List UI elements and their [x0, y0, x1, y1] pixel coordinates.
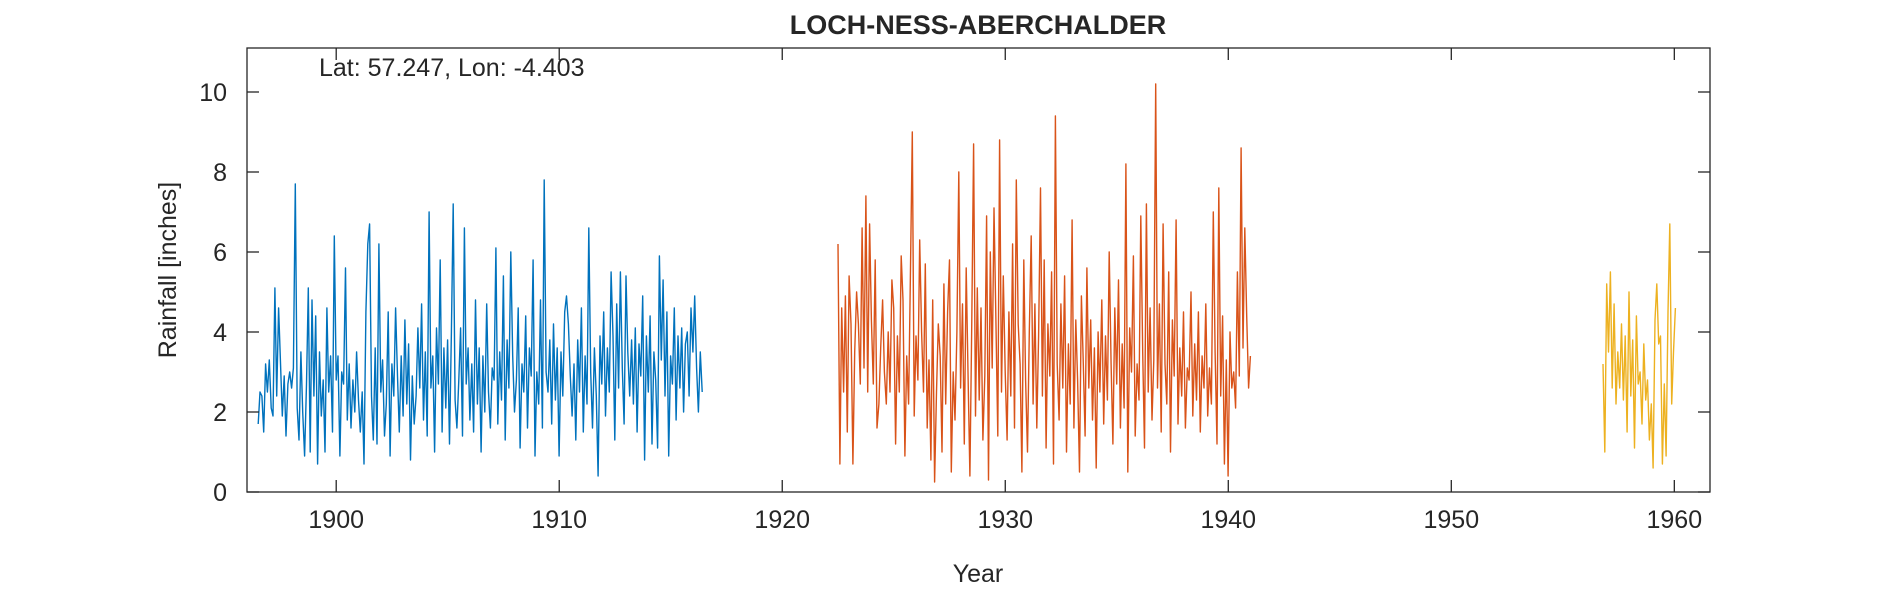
axes-box	[246, 47, 1711, 493]
x-tick-label: 1940	[1200, 506, 1256, 534]
x-tick-label: 1910	[531, 506, 587, 534]
y-tick-label: 4	[213, 319, 227, 347]
location-annotation: Lat: 57.247, Lon: -4.403	[319, 54, 585, 82]
x-tick-label: 1920	[754, 506, 810, 534]
y-tick-label: 8	[213, 159, 227, 187]
chart-title: LOCH-NESS-ABERCHALDER	[790, 10, 1167, 40]
plot-area	[247, 48, 1710, 492]
series-line-1	[257, 179, 703, 477]
x-tick-label: 1950	[1423, 506, 1479, 534]
ticks-layer: 1900 1910 1920 1930 1940 1950 1960 0 2 4 6 8 10	[199, 48, 1710, 534]
x-tick-label: 1930	[977, 506, 1033, 534]
y-tick-label: 0	[213, 479, 227, 507]
series-layer	[257, 83, 1677, 483]
x-tick-label: 1960	[1647, 506, 1703, 534]
series-line-2	[837, 83, 1252, 483]
axes-layer	[246, 47, 1711, 493]
y-axis-label: Rainfall [inches]	[154, 182, 182, 358]
x-axis-label: Year	[953, 560, 1004, 588]
y-tick-label: 10	[199, 79, 227, 107]
y-tick-label: 6	[213, 239, 227, 267]
x-tick-label: 1900	[308, 506, 364, 534]
y-tick-label: 2	[213, 399, 227, 427]
series-line-3	[1602, 223, 1677, 469]
